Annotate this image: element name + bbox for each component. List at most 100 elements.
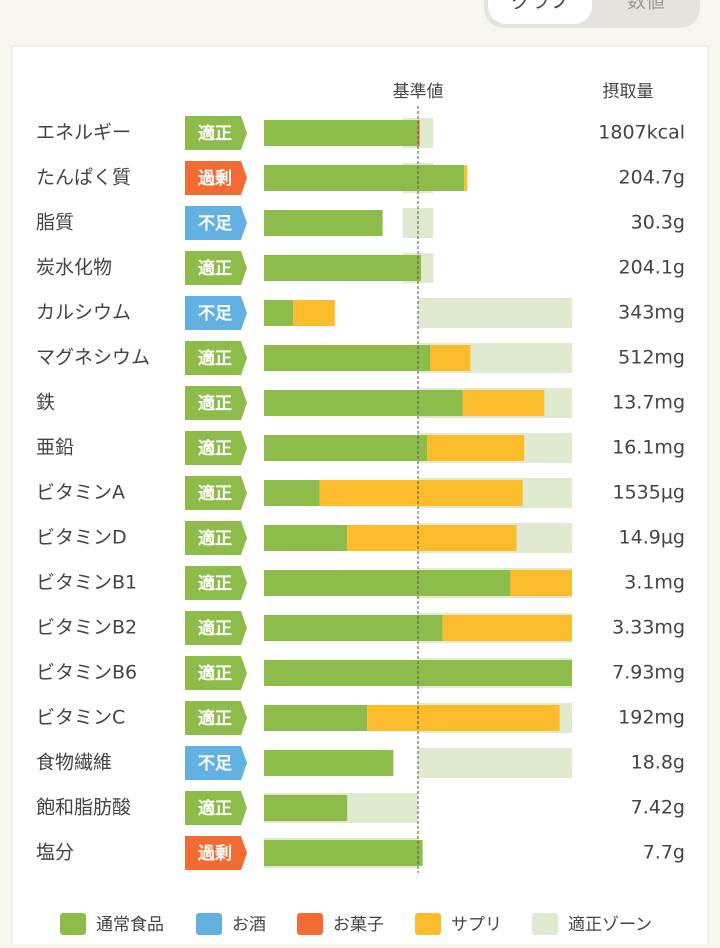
status-label: 不足 — [198, 304, 232, 324]
category-label: 食物繊維 — [36, 752, 112, 774]
bar-segment — [264, 165, 465, 191]
category-label: 脂質 — [36, 212, 74, 234]
legend-label: サプリ — [451, 915, 502, 935]
bar-segment — [442, 615, 572, 641]
category-label: ビタミンB1 — [36, 572, 137, 594]
intake-label: 1535µg — [612, 482, 685, 504]
category-label: 亜鉛 — [36, 437, 74, 459]
bar-segment — [319, 480, 523, 506]
bar-segment — [264, 705, 368, 731]
legend-label: 通常食品 — [96, 915, 164, 935]
legend-label: お酒 — [232, 915, 266, 935]
category-label: ビタミンB2 — [36, 617, 137, 639]
category-label: ビタミンA — [36, 482, 125, 504]
category-label: ビタミンC — [36, 707, 125, 729]
category-label: たんぱく質 — [36, 167, 131, 189]
tab[interactable]: 数値 — [627, 0, 665, 13]
category-label: マグネシウム — [36, 347, 150, 369]
status-badge — [185, 701, 247, 735]
status-label: 過剰 — [198, 169, 232, 189]
status-label: 適正 — [198, 258, 232, 279]
intake-label: 14.9µg — [619, 527, 685, 549]
intake-label: 18.8g — [631, 752, 685, 774]
bar-segment — [418, 120, 420, 146]
legend-swatch — [532, 913, 558, 935]
bar-segment — [264, 750, 394, 776]
status-label: 適正 — [198, 393, 232, 414]
reference-label: 基準値 — [393, 82, 444, 102]
bar-segment — [264, 120, 418, 146]
status-label: 適正 — [198, 573, 232, 594]
status-badge — [185, 746, 247, 780]
status-badge — [185, 656, 247, 690]
intake-label: 13.7mg — [612, 392, 685, 414]
status-badge — [185, 206, 247, 240]
status-badge — [185, 386, 247, 420]
bar-segment — [430, 345, 471, 371]
tab-active[interactable] — [488, 0, 592, 24]
status-badge — [185, 116, 247, 150]
status-badge — [185, 836, 247, 870]
bar-segment — [264, 795, 348, 821]
legend-label: 適正ゾーン — [568, 915, 652, 935]
status-label: 適正 — [198, 123, 232, 144]
intake-label: 204.7g — [619, 167, 685, 189]
bar-segment — [264, 615, 443, 641]
legend-swatch — [297, 913, 323, 935]
status-badge — [185, 476, 247, 510]
bar-segment — [464, 165, 468, 191]
category-label: エネルギー — [36, 122, 131, 144]
legend-swatch — [415, 913, 441, 935]
intake-label: 192mg — [618, 707, 685, 729]
intake-label: 204.1g — [619, 257, 685, 279]
legend-swatch — [60, 913, 86, 935]
legend-swatch — [196, 913, 222, 935]
category-label: カルシウム — [36, 302, 131, 324]
intake-label: 7.7g — [643, 842, 685, 864]
intake-label: 16.1mg — [612, 437, 685, 459]
bar-segment — [347, 525, 517, 551]
bar-segment — [367, 705, 560, 731]
bar-segment — [264, 480, 320, 506]
category-label: 炭水化物 — [36, 257, 112, 279]
intake-label: 7.42g — [631, 797, 685, 819]
status-badge — [185, 566, 247, 600]
intake-label: 1807kcal — [598, 122, 685, 144]
status-label: 不足 — [198, 214, 232, 234]
status-badge — [185, 341, 247, 375]
intake-label: 30.3g — [631, 212, 685, 234]
bar-segment — [264, 345, 431, 371]
category-label: ビタミンD — [36, 527, 127, 549]
status-label: 適正 — [198, 348, 232, 369]
bar-segment — [264, 840, 423, 866]
intake-label: 7.93mg — [612, 662, 685, 684]
status-badge — [185, 791, 247, 825]
status-label: 適正 — [198, 663, 232, 684]
status-label: 過剰 — [198, 844, 232, 864]
status-label: 適正 — [198, 438, 232, 459]
status-label: 適正 — [198, 618, 232, 639]
bar-segment — [264, 390, 463, 416]
zone — [418, 298, 572, 328]
status-badge — [185, 161, 247, 195]
status-badge — [185, 521, 247, 555]
intake-label: 343mg — [618, 302, 685, 324]
status-label: 適正 — [198, 798, 232, 819]
status-label: 適正 — [198, 483, 232, 504]
zone — [418, 748, 572, 778]
bar-segment — [264, 570, 511, 596]
status-label: 適正 — [198, 708, 232, 729]
intake-label: 512mg — [618, 347, 685, 369]
tab[interactable]: グラフ — [511, 0, 568, 13]
category-label: 塩分 — [36, 842, 74, 864]
bar-segment — [427, 435, 525, 461]
intake-label: 3.33mg — [612, 617, 685, 639]
status-badge — [185, 296, 247, 330]
bar-segment — [293, 300, 335, 326]
bar-segment — [510, 570, 572, 596]
bar-segment — [264, 525, 348, 551]
category-label: 鉄 — [36, 392, 55, 414]
category-label: 飽和脂肪酸 — [36, 797, 131, 819]
